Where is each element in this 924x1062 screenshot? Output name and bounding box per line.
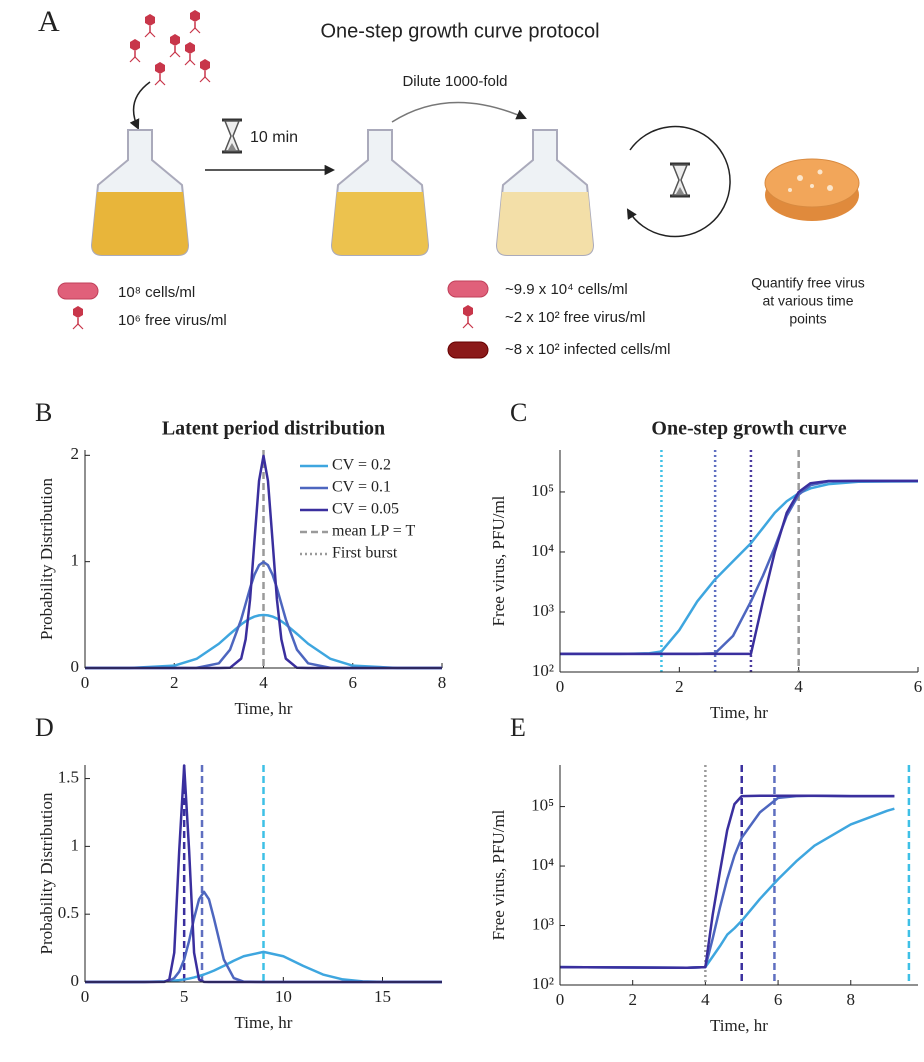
quantify: Quantify free virus [751, 275, 865, 291]
x-axis-label: Time, hr [710, 703, 768, 722]
initial-virus: 10⁶ free virus/ml [118, 312, 227, 329]
charts: B Latent period distribution Time, hr Proba… [35, 398, 922, 1035]
y-tick-label: 10⁵ [531, 795, 554, 814]
y-tick-label: 10³ [532, 601, 554, 620]
arrow [134, 82, 150, 128]
legend-label: CV = 0.05 [332, 501, 399, 518]
x-tick-label: 8 [438, 673, 447, 692]
x-tick-label: 0 [81, 673, 90, 692]
panel-letter: A [38, 5, 60, 38]
diluted-virus: ~2 x 10² free virus/ml [505, 309, 645, 326]
x-axis-label: Time, hr [235, 1013, 293, 1032]
x-axis-label: Time, hr [710, 1016, 768, 1035]
y-tick-label: 10⁴ [531, 541, 554, 560]
step-time: 10 min [250, 129, 298, 146]
diluted-cells: ~9.9 x 10⁴ cells/ml [505, 281, 628, 298]
protocol: A One-step growth curve protocol 10 min … [38, 5, 865, 358]
infected-cells: ~8 x 10² infected cells/ml [505, 341, 671, 358]
y-axis-label: Probability Distribution [37, 792, 56, 954]
x-tick-label: 6 [774, 990, 783, 1009]
x-tick-label: 2 [628, 990, 637, 1009]
y-tick-label: 0 [71, 657, 80, 676]
chart-title: Latent period distribution [162, 418, 385, 440]
hourglass [222, 120, 242, 152]
x-tick-label: 8 [847, 990, 856, 1009]
series-line [560, 796, 894, 968]
legend-label: CV = 0.2 [332, 457, 391, 474]
y-tick-label: 10² [532, 661, 554, 680]
y-tick-label: 2 [71, 444, 80, 463]
x-tick-label: 4 [794, 677, 803, 696]
viruses [130, 10, 210, 85]
y-tick-label: 10² [532, 974, 554, 993]
x-tick-label: 6 [349, 673, 358, 692]
quantify: points [789, 311, 826, 327]
series-line [560, 481, 918, 654]
panel-letter: C [510, 398, 527, 427]
x-tick-label: 2 [170, 673, 179, 692]
series-line [560, 481, 918, 654]
panel-letter: D [35, 713, 54, 742]
x-tick-label: 4 [259, 673, 268, 692]
x-tick-label: 0 [556, 990, 565, 1009]
x-tick-label: 0 [556, 677, 565, 696]
x-tick-label: 6 [914, 677, 923, 696]
y-axis-label: Free virus, PFU/ml [489, 809, 508, 940]
y-tick-label: 0 [71, 971, 80, 990]
x-tick-label: 15 [374, 987, 391, 1006]
flasks [92, 130, 593, 255]
y-tick-label: 10⁵ [531, 481, 554, 500]
y-axis-label: Probability Distribution [37, 478, 56, 640]
x-tick-label: 4 [701, 990, 710, 1009]
y-tick-label: 10⁴ [531, 855, 554, 874]
legend-label: First burst [332, 545, 398, 562]
figure: A One-step growth curve protocol 10 min … [0, 0, 924, 1062]
panel-letter: B [35, 398, 52, 427]
y-tick-label: 10³ [532, 914, 554, 933]
y-tick-label: 1 [71, 551, 80, 570]
legend-label: CV = 0.1 [332, 479, 391, 496]
protocol-title: One-step growth curve protocol [320, 20, 599, 42]
x-tick-label: 2 [675, 677, 684, 696]
panel-letter: E [510, 713, 526, 742]
y-tick-label: 1.5 [58, 767, 79, 786]
chart-title: One-step growth curve [651, 418, 846, 440]
series-line [560, 481, 918, 654]
x-axis-label: Time, hr [235, 699, 293, 718]
y-tick-label: 1 [71, 835, 80, 854]
y-axis-label: Free virus, PFU/ml [489, 495, 508, 626]
initial-cells: 10⁸ cells/ml [118, 284, 195, 301]
y-tick-label: 0.5 [58, 903, 79, 922]
x-tick-label: 10 [275, 987, 292, 1006]
quantify: at various time [762, 293, 853, 309]
x-tick-label: 5 [180, 987, 189, 1006]
dilution: Dilute 1000-fold [402, 73, 507, 90]
x-tick-label: 0 [81, 987, 90, 1006]
hourglass [670, 164, 690, 196]
petri-dish [765, 159, 859, 221]
legend-label: mean LP = T [332, 523, 415, 540]
arrow [392, 102, 525, 122]
